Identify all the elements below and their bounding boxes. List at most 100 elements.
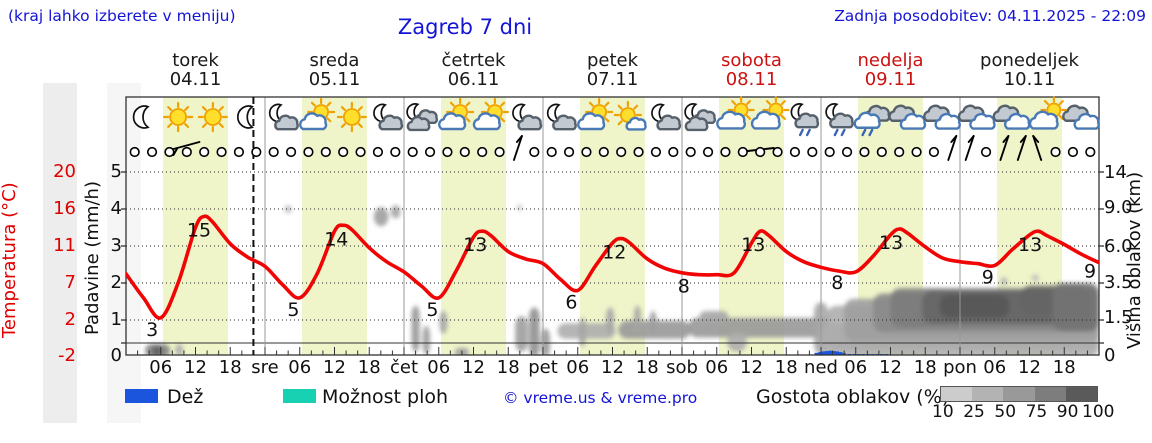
temperature-tick: 11: [53, 235, 76, 256]
precip-tick: 5: [110, 161, 122, 182]
cloud-region: [578, 318, 586, 347]
cloud-region: [390, 205, 401, 219]
day-band: [441, 97, 506, 355]
x-day-label: sob: [666, 357, 698, 378]
day-header: petek 07.11: [543, 51, 682, 90]
weather-icon-sun: [197, 101, 228, 133]
cloud-density-label: Gostota oblakov (%): [756, 386, 950, 408]
wind-symbol-calm: [529, 146, 540, 158]
day-header: sreda 05.11: [265, 50, 404, 90]
temperature-tick: -2: [58, 345, 76, 366]
cloud-region: [699, 311, 729, 324]
wind-symbol-calm: [442, 146, 453, 158]
temp-value-label: 13: [1018, 234, 1042, 256]
wind-symbol-calm: [755, 146, 766, 158]
day-band: [719, 97, 784, 355]
wind-symbol-calm: [807, 146, 818, 158]
x-tick-label: 12: [601, 357, 624, 378]
cloud-scale-tick: 90: [1056, 402, 1079, 422]
cloud-scale-tick: 25: [963, 402, 985, 422]
day-header: sobota 08.11: [682, 51, 821, 90]
cloudheight-tick: 14: [1104, 162, 1127, 183]
temp-value-label: 5: [426, 299, 438, 321]
last-updated: Zadnja posodobitev: 04.11.2025 - 22:09: [834, 7, 1146, 25]
rain-bar: [814, 352, 819, 355]
cloud-region: [633, 305, 641, 331]
wind-symbol-calm: [598, 146, 609, 158]
x-tick-label: 06: [844, 357, 867, 378]
wind-symbol-arrow-ne: [164, 141, 201, 158]
cloud-region: [411, 305, 420, 352]
weather-icon-moon-cloud: [651, 103, 682, 131]
wind-symbol-calm: [251, 146, 262, 158]
rain-bar: [838, 352, 843, 355]
weather-icon-moon-clouds: [406, 103, 439, 132]
temp-value-label: 13: [879, 232, 903, 254]
wind-symbol-barb: [999, 135, 1010, 161]
day-date: 10.11: [1003, 68, 1056, 90]
x-tick-label: 18: [358, 357, 381, 378]
wind-symbol-calm: [268, 146, 279, 158]
cloud-region: [649, 311, 657, 334]
wind-symbol-calm: [616, 146, 627, 158]
day-header: četrtek 06.11: [404, 51, 543, 90]
wind-symbol-barb: [1016, 135, 1027, 161]
x-tick-label: 18: [497, 357, 520, 378]
x-tick-label: 12: [184, 357, 207, 378]
x-tick-label: 06: [983, 357, 1006, 378]
copyright-link[interactable]: © vreme.us & vreme.pro: [503, 389, 698, 407]
wind-symbol-calm: [1067, 146, 1079, 158]
rain-bar: [828, 350, 833, 355]
weather-icon-moon: [236, 105, 254, 129]
weather-icon-sun-cloud: [577, 97, 614, 131]
weather-icon-sun-small-cloud: [613, 100, 647, 131]
x-tick-label: 18: [636, 357, 659, 378]
cloud-scale-segment: [1003, 387, 1035, 401]
rain-bar: [818, 352, 822, 355]
legend-rain-label: Dež: [167, 386, 204, 408]
wind-symbol-calm: [494, 146, 505, 158]
precip-tick: 3: [110, 235, 122, 256]
x-tick-label: 06: [705, 357, 728, 378]
temperature-tick: 7: [64, 272, 76, 293]
cloud-region: [529, 307, 540, 355]
wind-symbol-calm: [1085, 146, 1096, 158]
wind-symbol-calm: [980, 146, 992, 158]
wind-symbol-barb-back: [1032, 135, 1043, 161]
wind-symbol-calm: [720, 146, 731, 158]
wind-symbol-calm: [772, 146, 783, 158]
cloud-region: [373, 207, 389, 227]
wind-symbol-barb: [512, 135, 523, 161]
weather-icon-sun: [336, 101, 367, 133]
left-strip-temperature: [43, 83, 77, 423]
gridlines: [126, 97, 1099, 355]
x-ticks: [137, 347, 1088, 355]
wind-symbol-calm: [876, 146, 887, 158]
day-name: sreda: [309, 50, 360, 71]
cloud-region: [1052, 283, 1099, 331]
rain-bar: [835, 351, 840, 355]
temp-value-label: 8: [678, 276, 690, 298]
temp-value-label: 5: [287, 299, 299, 321]
rain-bar: [831, 351, 836, 355]
menu-hint: (kraj lahko izberete v meniju): [8, 7, 236, 25]
cloud-region: [439, 311, 448, 334]
wind-symbol-calm: [668, 146, 679, 158]
weather-icon-sun-behind-cloud: [1028, 96, 1068, 130]
wind-symbol-calm: [424, 146, 436, 158]
wind-symbol-calm: [216, 146, 227, 158]
wind-symbol-calm: [1050, 146, 1061, 158]
weather-icon-moon-cloud: [373, 103, 404, 131]
cloudheight-tick: 1.5: [1104, 307, 1133, 328]
weather-icon-moon: [132, 105, 150, 129]
wind-symbol-calm: [372, 146, 384, 158]
temperature-tick: 2: [64, 309, 76, 330]
plot-frame: [125, 96, 1100, 356]
weather-icon-sun-behind-cloud: [750, 96, 790, 130]
day-date: 08.11: [725, 68, 778, 90]
wind-symbol-calm: [546, 146, 557, 158]
temp-value-label: 9: [1084, 261, 1096, 283]
wind-symbol-calm: [338, 146, 349, 158]
cloudheight-tick: 0: [1104, 345, 1116, 366]
